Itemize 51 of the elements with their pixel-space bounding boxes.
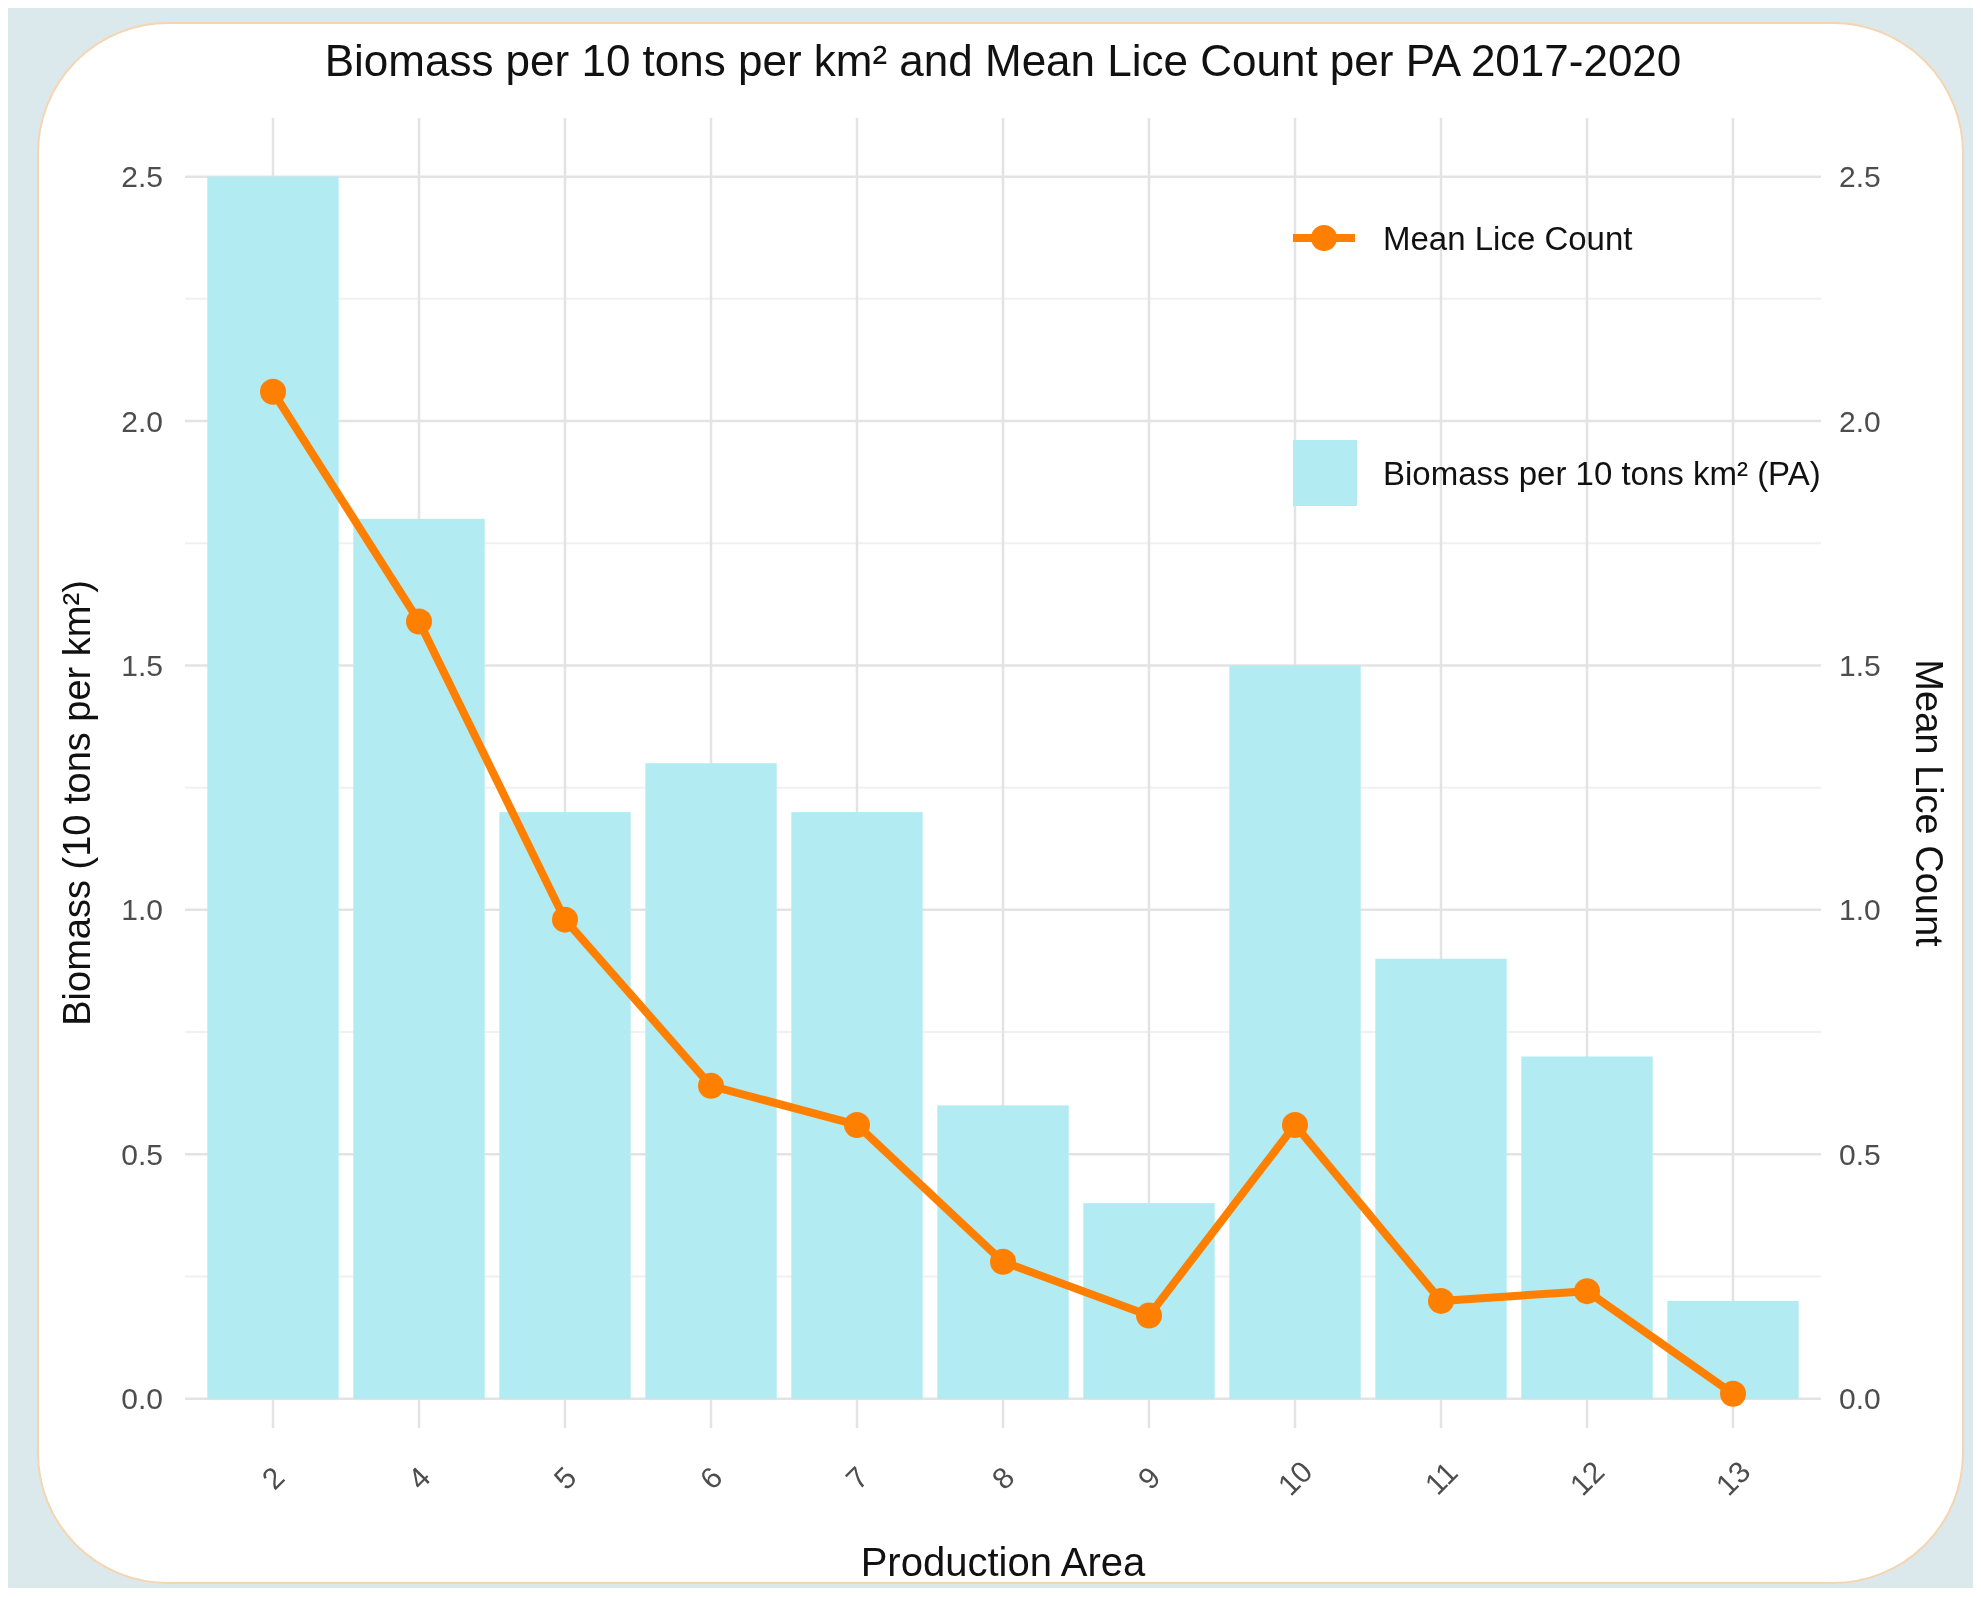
point: [1720, 1380, 1746, 1407]
bar: [353, 518, 485, 1399]
bar: [499, 812, 631, 1399]
point: [1282, 1111, 1308, 1138]
chart-title: Biomass per 10 tons per km² and Mean Lice Count per PA 2017-2020: [324, 36, 1682, 85]
x-tick-label: 11: [1418, 1455, 1464, 1501]
y2-tick-label: 0.5: [1839, 1137, 1881, 1171]
bar: [1521, 1056, 1653, 1399]
x-tick-label: 12: [1563, 1454, 1611, 1502]
bar: [1229, 665, 1361, 1399]
y-tick-label: 2.0: [121, 404, 163, 438]
x-tick-label: 4: [401, 1460, 437, 1496]
y2-tick-label: 0.0: [1839, 1382, 1881, 1416]
y-tick-label: 1.0: [121, 893, 163, 927]
y2-tick-label: 2.0: [1839, 404, 1881, 438]
point: [1136, 1302, 1162, 1329]
bar: [645, 763, 777, 1399]
y-tick-label: 0.0: [121, 1382, 163, 1416]
legend-label: Mean Lice Count: [1383, 219, 1633, 257]
point: [844, 1111, 870, 1138]
point: [990, 1248, 1016, 1275]
bar: [1083, 1203, 1215, 1399]
y2-axis-title: Mean Lice Count: [1908, 659, 1950, 948]
legend-label: Biomass per 10 tons km² (PA): [1383, 454, 1821, 492]
point: [406, 608, 432, 635]
x-tick-label: 5: [547, 1460, 583, 1496]
x-tick-label: 8: [985, 1460, 1021, 1496]
bar: [937, 1105, 1069, 1399]
bar: [1667, 1300, 1799, 1399]
x-tick-label: 6: [693, 1460, 729, 1496]
x-tick-label: 2: [255, 1460, 291, 1496]
y-tick-label: 0.5: [121, 1137, 163, 1171]
y-axis-title: Biomass (10 tons per km²): [56, 580, 98, 1026]
x-tick-label: 10: [1271, 1454, 1319, 1502]
x-tick-label: 9: [1131, 1460, 1167, 1496]
x-tick-label: 13: [1709, 1454, 1757, 1502]
y2-tick-label: 2.5: [1839, 160, 1881, 194]
point: [698, 1072, 724, 1099]
x-tick-label: 7: [839, 1460, 875, 1496]
y-tick-label: 2.5: [121, 160, 163, 194]
y2-tick-label: 1.0: [1839, 893, 1881, 927]
bar: [1375, 958, 1507, 1399]
x-axis-title: Production Area: [860, 1540, 1147, 1584]
y-tick-label: 1.5: [121, 648, 163, 682]
bar: [207, 176, 339, 1399]
point: [260, 378, 286, 405]
point: [552, 906, 578, 933]
y2-tick-label: 1.5: [1839, 648, 1881, 682]
point: [1574, 1278, 1600, 1305]
bar: [791, 812, 923, 1399]
point: [1428, 1287, 1454, 1314]
